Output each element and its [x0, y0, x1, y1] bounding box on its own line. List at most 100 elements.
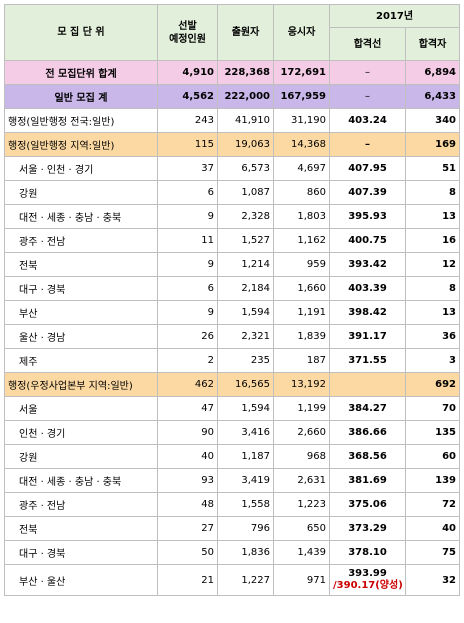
table-row: 부산 · 울산 21 1,227 971 393.99/390.17(양성) 32 — [4, 564, 461, 596]
header-passers: 합격자 — [404, 27, 461, 61]
cell-planned: 2 — [157, 348, 218, 373]
cell-cutoff: 403.24 — [329, 108, 406, 133]
cell-takers: 2,660 — [273, 420, 330, 445]
cell-unit-name: 서울 — [4, 396, 158, 421]
header-unit: 모 집 단 위 — [4, 4, 158, 61]
cell-takers: 31,190 — [273, 108, 330, 133]
cell-takers: 2,631 — [273, 468, 330, 493]
cell-passers: 135 — [404, 420, 461, 445]
header-planned-line1: 선발 — [178, 20, 197, 32]
cell-passers: 8 — [404, 276, 461, 301]
cell-takers: 172,691 — [273, 60, 330, 85]
table-row: 강원 40 1,187 968 368.56 60 — [4, 444, 461, 469]
cell-takers: 187 — [273, 348, 330, 373]
cell-applicants: 41,910 — [217, 108, 274, 133]
results-table-wrapper: 모 집 단 위 선발 예정인원 출원자 응시자 2017년 합격선 합격자 전 … — [4, 4, 461, 596]
cell-unit-name: 광주 · 전남 — [4, 492, 158, 517]
cell-takers: 959 — [273, 252, 330, 277]
cell-applicants: 1,227 — [217, 564, 274, 596]
cell-unit-name: 대전 · 세종 · 충남 · 충북 — [4, 468, 158, 493]
cell-applicants: 1,527 — [217, 228, 274, 253]
cell-unit-name: 일반 모집 계 — [4, 84, 158, 109]
table-row: 제주 2 235 187 371.55 3 — [4, 348, 461, 373]
cell-unit-name: 행정(일반행정 지역:일반) — [4, 132, 158, 157]
table-row: 전북 9 1,214 959 393.42 12 — [4, 252, 461, 277]
cell-passers: 3 — [404, 348, 461, 373]
cell-takers: 13,192 — [273, 372, 330, 397]
cell-cutoff: – — [329, 60, 406, 85]
table-row: 대구 · 경북 6 2,184 1,660 403.39 8 — [4, 276, 461, 301]
table-row: 대전 · 세종 · 충남 · 충북 93 3,419 2,631 381.69 139 — [4, 468, 461, 493]
cell-unit-name: 부산 — [4, 300, 158, 325]
cell-applicants: 1,836 — [217, 540, 274, 565]
cell-unit-name: 전북 — [4, 516, 158, 541]
cell-cutoff: 393.99/390.17(양성) — [329, 564, 406, 596]
cell-planned: 6 — [157, 180, 218, 205]
cell-cutoff: 368.56 — [329, 444, 406, 469]
cell-planned: 40 — [157, 444, 218, 469]
cell-passers: 13 — [404, 300, 461, 325]
cell-cutoff: 378.10 — [329, 540, 406, 565]
cell-passers: 340 — [404, 108, 461, 133]
cell-passers: 169 — [404, 132, 461, 157]
table-row: 광주 · 전남 11 1,527 1,162 400.75 16 — [4, 228, 461, 253]
cell-takers: 860 — [273, 180, 330, 205]
header-planned-line2: 예정인원 — [169, 33, 206, 45]
cell-applicants: 1,187 — [217, 444, 274, 469]
cell-cutoff: – — [329, 132, 406, 157]
cutoff-value: 393.99 — [348, 568, 387, 579]
cell-applicants: 222,000 — [217, 84, 274, 109]
cell-planned: 11 — [157, 228, 218, 253]
cell-cutoff: 407.39 — [329, 180, 406, 205]
cell-passers: 8 — [404, 180, 461, 205]
cell-applicants: 1,594 — [217, 396, 274, 421]
header-applicants: 출원자 — [217, 4, 274, 61]
cell-applicants: 3,416 — [217, 420, 274, 445]
cell-unit-name: 전 모집단위 합계 — [4, 60, 158, 85]
header-year: 2017년 — [328, 4, 461, 28]
cell-planned: 4,562 — [157, 84, 218, 109]
table-row: 행정(일반행정 지역:일반) 115 19,063 14,368–169 — [4, 132, 461, 157]
cell-planned: 93 — [157, 468, 218, 493]
table-row: 인천 · 경기 90 3,416 2,660 386.66 135 — [4, 420, 461, 445]
cell-cutoff: 384.27 — [329, 396, 406, 421]
cell-passers: 51 — [404, 156, 461, 181]
cell-cutoff: 407.95 — [329, 156, 406, 181]
cell-takers: 1,803 — [273, 204, 330, 229]
cell-takers: 167,959 — [273, 84, 330, 109]
table-row: 전 모집단위 합계 4,910 228,368 172,691–6,894 — [4, 60, 461, 85]
cell-passers: 32 — [404, 564, 461, 596]
cell-applicants: 235 — [217, 348, 274, 373]
table-row: 대구 · 경북 50 1,836 1,439 378.10 75 — [4, 540, 461, 565]
cell-unit-name: 대전 · 세종 · 충남 · 충북 — [4, 204, 158, 229]
table-row: 부산 9 1,594 1,191 398.42 13 — [4, 300, 461, 325]
cutoff-note: /390.17(양성) — [333, 580, 403, 591]
cell-takers: 1,660 — [273, 276, 330, 301]
cell-applicants: 2,321 — [217, 324, 274, 349]
cell-takers: 1,162 — [273, 228, 330, 253]
cell-unit-name: 울산 · 경남 — [4, 324, 158, 349]
cell-unit-name: 제주 — [4, 348, 158, 373]
table-row: 서울 · 인천 · 경기 37 6,573 4,697 407.95 51 — [4, 156, 461, 181]
table-row: 대전 · 세종 · 충남 · 충북 9 2,328 1,803 395.93 13 — [4, 204, 461, 229]
cell-applicants: 228,368 — [217, 60, 274, 85]
cell-passers: 75 — [404, 540, 461, 565]
table-body: 전 모집단위 합계 4,910 228,368 172,691–6,894 일반 모집 … — [4, 60, 461, 596]
header-planned: 선발 예정인원 — [157, 4, 218, 61]
cell-cutoff: 395.93 — [329, 204, 406, 229]
cell-planned: 9 — [157, 252, 218, 277]
cell-applicants: 2,328 — [217, 204, 274, 229]
cell-planned: 48 — [157, 492, 218, 517]
cell-unit-name: 전북 — [4, 252, 158, 277]
cell-passers: 70 — [404, 396, 461, 421]
cell-unit-name: 서울 · 인천 · 경기 — [4, 156, 158, 181]
cell-planned: 6 — [157, 276, 218, 301]
cell-planned: 26 — [157, 324, 218, 349]
cell-passers: 36 — [404, 324, 461, 349]
cell-takers: 4,697 — [273, 156, 330, 181]
cell-planned: 4,910 — [157, 60, 218, 85]
cell-applicants: 1,558 — [217, 492, 274, 517]
cell-takers: 968 — [273, 444, 330, 469]
table-row: 전북 27 796 650 373.29 40 — [4, 516, 461, 541]
table-row: 강원 6 1,087 860 407.39 8 — [4, 180, 461, 205]
